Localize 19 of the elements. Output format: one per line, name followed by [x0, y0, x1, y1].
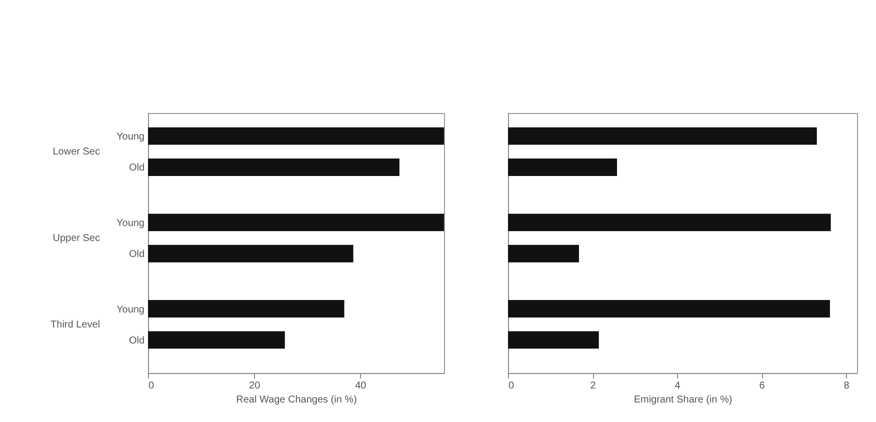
y-tick-label: Old [128, 335, 144, 346]
x-tick-label: 0 [148, 380, 154, 392]
text: Lower Sec [52, 146, 100, 158]
x-axis-title: Emigrant Share (in %) [634, 394, 732, 406]
y-tick-label: Old [128, 162, 144, 174]
y-tick-label: Young [116, 304, 144, 316]
y-tick-label: Old [128, 249, 144, 260]
x-tick-label: 8 [844, 380, 850, 392]
x-tick-label: 4 [674, 380, 681, 392]
y-tick-label: Young [116, 132, 144, 143]
x-tick-label: 6 [759, 380, 766, 392]
x-tick-label: 2 [590, 380, 596, 392]
text: Upper Sec [52, 233, 100, 244]
x-axis-title: Real Wage Changes (in %) [236, 394, 357, 406]
x-tick-label: 40 [355, 380, 367, 392]
x-tick-label: 0 [508, 380, 514, 392]
text: Third Level [50, 319, 100, 330]
x-tick-label: 20 [249, 380, 261, 392]
y-tick-label: Young [116, 218, 144, 229]
